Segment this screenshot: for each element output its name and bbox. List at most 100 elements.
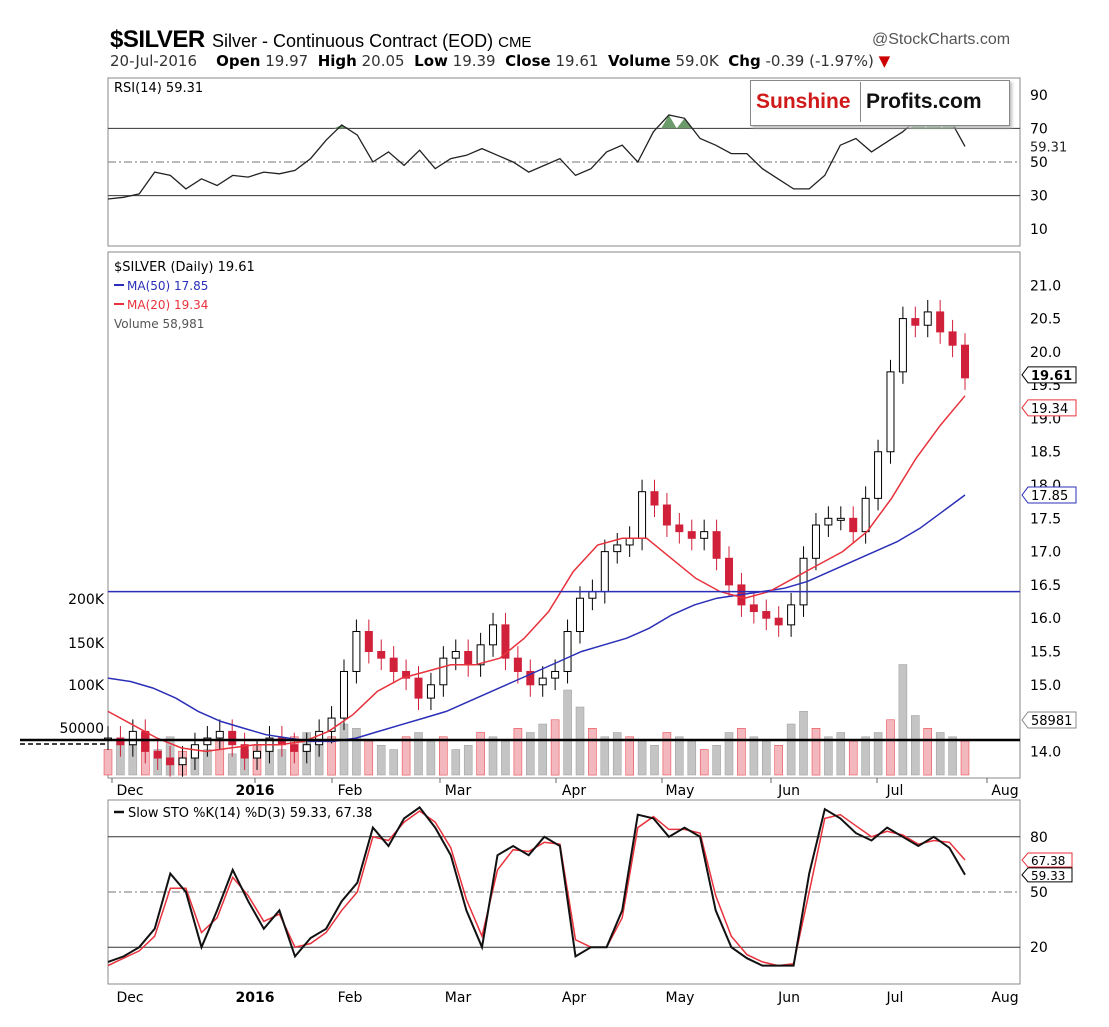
open-label: Open (216, 52, 261, 70)
watermark-sunshine: Sunshine (756, 90, 851, 113)
candle-body (625, 537, 634, 546)
description-text: Silver - Continuous Contract (EOD) (212, 31, 494, 51)
candle-body (898, 318, 907, 373)
sto-x-tick-label: Mar (445, 990, 472, 1006)
price-title: $SILVER (Daily) 19.61 (114, 260, 255, 275)
price-tick-label: 15.5 (1030, 644, 1061, 660)
watermark-profits: Profits.com (866, 90, 982, 113)
open-value: 19.97 (265, 52, 309, 70)
volume-bar (650, 745, 659, 776)
volume-bar (662, 732, 672, 776)
volume-bar (401, 736, 411, 776)
volume-bar (799, 711, 808, 776)
volume-bar (637, 740, 647, 776)
candle-body (439, 657, 448, 686)
candle-body (190, 744, 199, 759)
candle-body (414, 677, 423, 699)
candle-body (426, 684, 435, 699)
candle-body (725, 557, 734, 586)
volume-bar (538, 723, 547, 776)
candle-body (687, 531, 696, 539)
volume-bar (588, 728, 597, 776)
volume-bar (774, 745, 783, 776)
last-value-label: 19.34 (1031, 402, 1068, 417)
volume-bar (898, 664, 908, 776)
candle-body (861, 497, 870, 533)
rsi-tick-label: 90 (1030, 88, 1048, 104)
candle-body (302, 744, 311, 752)
ohlc-bar: 20-Jul-2016 Open 19.97 High 20.05 Low 19… (110, 52, 890, 70)
x-tick-label: Feb (338, 783, 363, 799)
volume-bar (513, 728, 523, 776)
candle-body (849, 517, 858, 533)
price-frame (107, 251, 1021, 779)
high-label: High (317, 52, 357, 70)
last-value-label: 17.85 (1031, 489, 1068, 504)
watermark-divider (860, 82, 861, 122)
sto-last-tag (1021, 867, 1073, 883)
volume-bar (724, 732, 734, 776)
sto-last-label: 67.38 (1031, 854, 1065, 868)
volume-bar (488, 736, 498, 776)
price-tick-label: 20.0 (1030, 345, 1061, 361)
volume-bar (439, 736, 448, 776)
candle-body (352, 631, 361, 672)
chg-label: Chg (728, 52, 761, 70)
candle-body (253, 750, 262, 759)
price-tick-label: 21.0 (1030, 278, 1061, 294)
rsi-tick-label: 50 (1030, 155, 1048, 171)
sto-x-tick-label: 2016 (236, 990, 275, 1006)
volume-bar (762, 740, 771, 776)
candle-body (762, 611, 771, 619)
candle-body (389, 657, 398, 672)
volume-bar (563, 689, 572, 776)
price-tick-label: 20.5 (1030, 312, 1061, 328)
sto-x-tick-label: Jun (777, 990, 800, 1006)
candle-body (787, 604, 796, 626)
rsi-tick-label: 30 (1030, 189, 1048, 205)
candle-body (874, 451, 883, 499)
candle-body (364, 631, 373, 652)
volume-bar (699, 749, 709, 776)
volume-bar (836, 732, 846, 776)
last-value-tag (1021, 486, 1077, 504)
ticker-symbol: $SILVER (110, 26, 205, 53)
candle-body (638, 491, 647, 539)
candle-body (563, 631, 572, 672)
volume-bar (824, 736, 833, 776)
close-value: 19.61 (555, 52, 599, 70)
candle-body (153, 750, 162, 759)
candle-body (240, 744, 249, 759)
candle-body (476, 644, 485, 666)
candle-body (886, 371, 895, 453)
candle-body (824, 517, 833, 526)
candle-body (650, 491, 659, 506)
volume-last-label: 58981 (1031, 714, 1072, 729)
volume-tick-label: 100K (68, 678, 105, 694)
volume-bar (948, 736, 957, 776)
x-tick-label: 2016 (236, 783, 275, 799)
sto-last-label: 59.33 (1031, 869, 1065, 883)
candle-body (575, 597, 584, 633)
volume-bar (550, 719, 560, 776)
rsi-line (107, 110, 966, 200)
rsi-tick-label: 10 (1030, 222, 1048, 238)
candle-body (327, 717, 336, 732)
price-tick-label: 17.5 (1030, 511, 1061, 527)
ma20-legend: MA(20) 19.34 (127, 298, 208, 312)
price-tick-label: 14.0 (1030, 744, 1061, 760)
candle-body (451, 650, 460, 659)
candle-body (489, 624, 498, 646)
volume-bar (476, 732, 485, 776)
last-value-tag (1021, 366, 1077, 384)
sto-x-tick-label: Dec (116, 990, 143, 1006)
x-tick-label: Apr (562, 783, 586, 799)
volume-bar (675, 736, 684, 776)
exchange-text: CME (498, 34, 532, 51)
candle-body (700, 531, 709, 539)
volume-value: 59.0K (675, 52, 719, 70)
ma20-line (107, 395, 966, 753)
sto-x-tick-label: Apr (562, 990, 586, 1006)
x-tick-label: May (666, 783, 695, 799)
volume-bar (463, 745, 473, 776)
